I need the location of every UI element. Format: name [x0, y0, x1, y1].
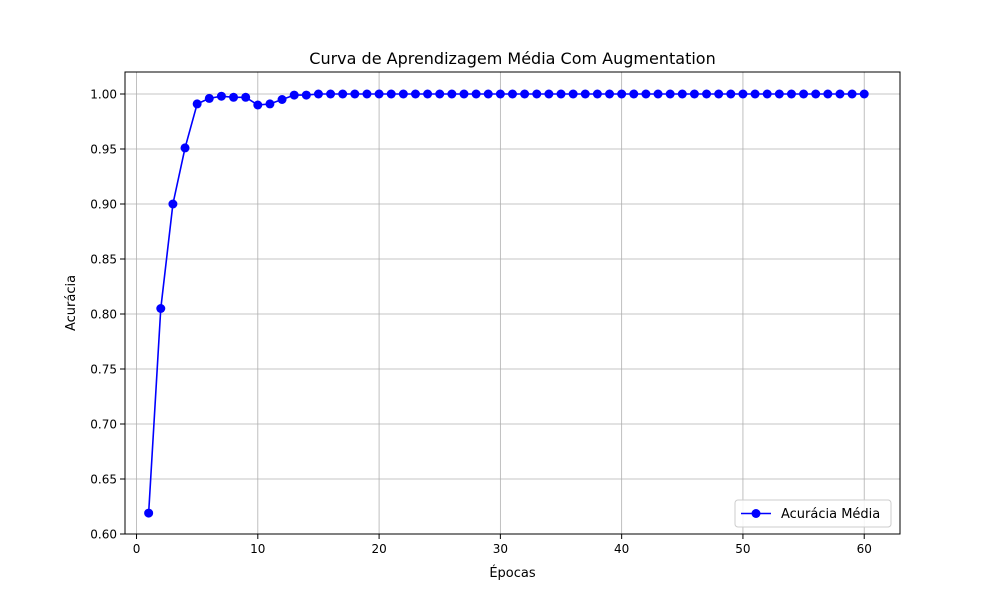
x-tick-label: 20	[371, 542, 386, 556]
y-tick-label: 0.95	[90, 143, 117, 157]
y-tick-label: 0.80	[90, 308, 117, 322]
data-point	[738, 89, 748, 99]
axes-frame	[124, 71, 901, 535]
data-point	[216, 91, 226, 101]
x-tick-label: 50	[735, 542, 750, 556]
y-tick-label: 0.65	[90, 473, 117, 487]
data-point	[229, 92, 239, 102]
x-tick-label: 30	[493, 542, 508, 556]
data-point	[750, 89, 760, 99]
data-point	[156, 304, 166, 313]
data-point	[641, 89, 651, 99]
data-point	[386, 89, 396, 99]
data-point	[362, 89, 372, 99]
data-point	[289, 90, 299, 100]
data-point	[677, 89, 687, 99]
data-point	[508, 89, 517, 99]
data-point	[702, 89, 712, 99]
x-tick-label: 60	[857, 542, 872, 556]
data-point	[689, 89, 699, 99]
y-axis-label: Acurácia	[64, 275, 79, 331]
data-point	[180, 143, 190, 153]
data-point	[580, 89, 590, 99]
data-point	[338, 89, 348, 99]
data-point	[435, 89, 445, 99]
y-tick-label: 1.00	[90, 88, 117, 102]
y-tick-label: 0.60	[90, 528, 117, 542]
data-point	[374, 89, 384, 99]
data-point	[556, 89, 566, 99]
data-point	[168, 199, 178, 209]
data-point	[447, 89, 457, 99]
data-point	[714, 89, 724, 99]
legend-box	[734, 499, 892, 528]
data-point	[265, 99, 275, 109]
data-point	[459, 89, 469, 99]
data-point	[204, 93, 214, 103]
data-point	[847, 89, 857, 99]
data-point	[192, 99, 202, 109]
data-point	[398, 89, 408, 99]
legend-label: Acurácia Média	[781, 507, 880, 522]
x-axis-label: Épocas	[489, 565, 536, 581]
chart-title: Curva de Aprendizagem Média Com Augmenta…	[309, 49, 715, 68]
data-point	[423, 89, 433, 99]
legend-marker-swatch	[751, 509, 761, 518]
x-tick-label: 10	[250, 542, 265, 556]
data-point	[823, 89, 833, 99]
data-point	[774, 89, 784, 99]
data-point	[277, 95, 287, 104]
data-point	[605, 89, 615, 99]
data-point	[253, 100, 263, 110]
data-point	[350, 89, 360, 99]
data-point	[241, 92, 251, 102]
data-point	[811, 89, 821, 99]
data-point	[483, 89, 493, 99]
data-point	[665, 89, 675, 99]
y-tick-label: 0.75	[90, 363, 117, 377]
data-point	[726, 89, 736, 99]
data-point	[799, 89, 809, 99]
data-point	[592, 89, 602, 99]
x-tick-label: 0	[133, 542, 141, 556]
legend: Acurácia Média	[734, 499, 892, 528]
y-axis-ticks: 0.60 0.65 0.70 0.75 0.80 0.85 0.90 0.95 1.00	[90, 88, 125, 542]
data-point	[471, 89, 481, 99]
y-tick-label: 0.90	[90, 198, 117, 212]
data-point	[495, 89, 505, 99]
y-tick-label: 0.85	[90, 253, 117, 267]
data-point	[301, 90, 311, 100]
data-point	[313, 89, 323, 99]
data-point	[786, 89, 796, 99]
data-point	[144, 508, 154, 518]
data-point	[859, 89, 869, 99]
data-point	[410, 89, 420, 99]
data-point	[653, 89, 663, 99]
data-point	[520, 89, 530, 99]
y-tick-label: 0.70	[90, 418, 117, 432]
data-point	[326, 89, 336, 99]
data-point	[617, 89, 627, 99]
data-point	[568, 89, 578, 99]
data-point	[835, 89, 845, 99]
data-point	[544, 89, 554, 99]
data-point	[532, 89, 542, 99]
data-point	[762, 89, 772, 99]
x-axis-ticks: 0 10 20 30 40 50 60	[133, 534, 872, 556]
data-point	[629, 89, 639, 99]
series-layer	[144, 89, 869, 518]
x-tick-label: 40	[614, 542, 629, 556]
